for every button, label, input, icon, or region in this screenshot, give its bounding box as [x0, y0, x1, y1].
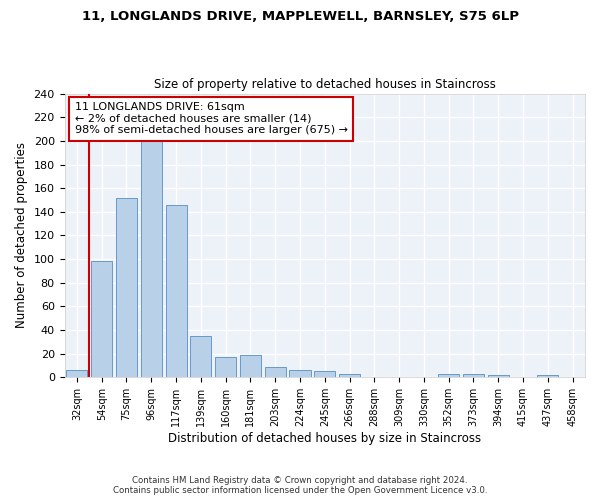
- Bar: [314, 372, 335, 378]
- Bar: [438, 374, 459, 378]
- Bar: [537, 375, 559, 378]
- Bar: [265, 366, 286, 378]
- Bar: [215, 357, 236, 378]
- X-axis label: Distribution of detached houses by size in Staincross: Distribution of detached houses by size …: [168, 432, 481, 445]
- Title: Size of property relative to detached houses in Staincross: Size of property relative to detached ho…: [154, 78, 496, 91]
- Bar: [463, 374, 484, 378]
- Y-axis label: Number of detached properties: Number of detached properties: [15, 142, 28, 328]
- Bar: [67, 370, 88, 378]
- Bar: [488, 375, 509, 378]
- Bar: [339, 374, 360, 378]
- Text: 11 LONGLANDS DRIVE: 61sqm
← 2% of detached houses are smaller (14)
98% of semi-d: 11 LONGLANDS DRIVE: 61sqm ← 2% of detach…: [75, 102, 348, 136]
- Bar: [289, 370, 311, 378]
- Bar: [190, 336, 211, 378]
- Bar: [141, 141, 162, 378]
- Bar: [91, 262, 112, 378]
- Bar: [166, 204, 187, 378]
- Bar: [240, 355, 261, 378]
- Text: Contains HM Land Registry data © Crown copyright and database right 2024.
Contai: Contains HM Land Registry data © Crown c…: [113, 476, 487, 495]
- Bar: [116, 198, 137, 378]
- Text: 11, LONGLANDS DRIVE, MAPPLEWELL, BARNSLEY, S75 6LP: 11, LONGLANDS DRIVE, MAPPLEWELL, BARNSLE…: [82, 10, 518, 23]
